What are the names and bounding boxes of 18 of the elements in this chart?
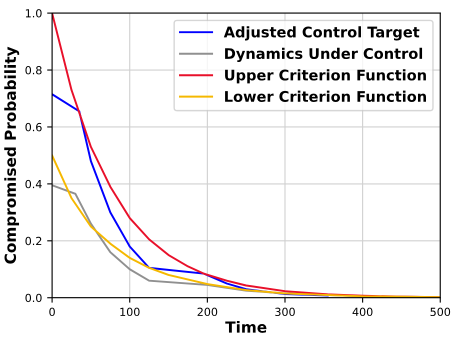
y-axis-title: Compromised Probability [4, 46, 20, 264]
y-tick-label: 0.4 [25, 180, 42, 188]
legend-label: Adjusted Control Target [224, 26, 420, 40]
x-tick-label: 200 [198, 308, 218, 316]
y-tick-label: 0.8 [25, 66, 42, 74]
legend-label: Upper Criterion Function [225, 69, 426, 84]
x-tick-label: 100 [120, 308, 140, 316]
legend-label: Lower Criterion Function [225, 90, 426, 102]
x-tick-label: 300 [275, 308, 295, 316]
y-tick-label: 0.2 [25, 236, 42, 246]
y-tick-label: 1.0 [26, 9, 42, 18]
y-tick-label: 0.0 [25, 294, 42, 302]
x-tick-label: 500 [430, 308, 450, 316]
x-axis-title: Time [225, 320, 266, 333]
x-tick-label: 400 [352, 308, 372, 316]
legend-label: Dynamics Under Control [225, 48, 422, 62]
x-tick-label: 0 [49, 308, 55, 316]
y-tick-label: 0.6 [25, 122, 42, 132]
